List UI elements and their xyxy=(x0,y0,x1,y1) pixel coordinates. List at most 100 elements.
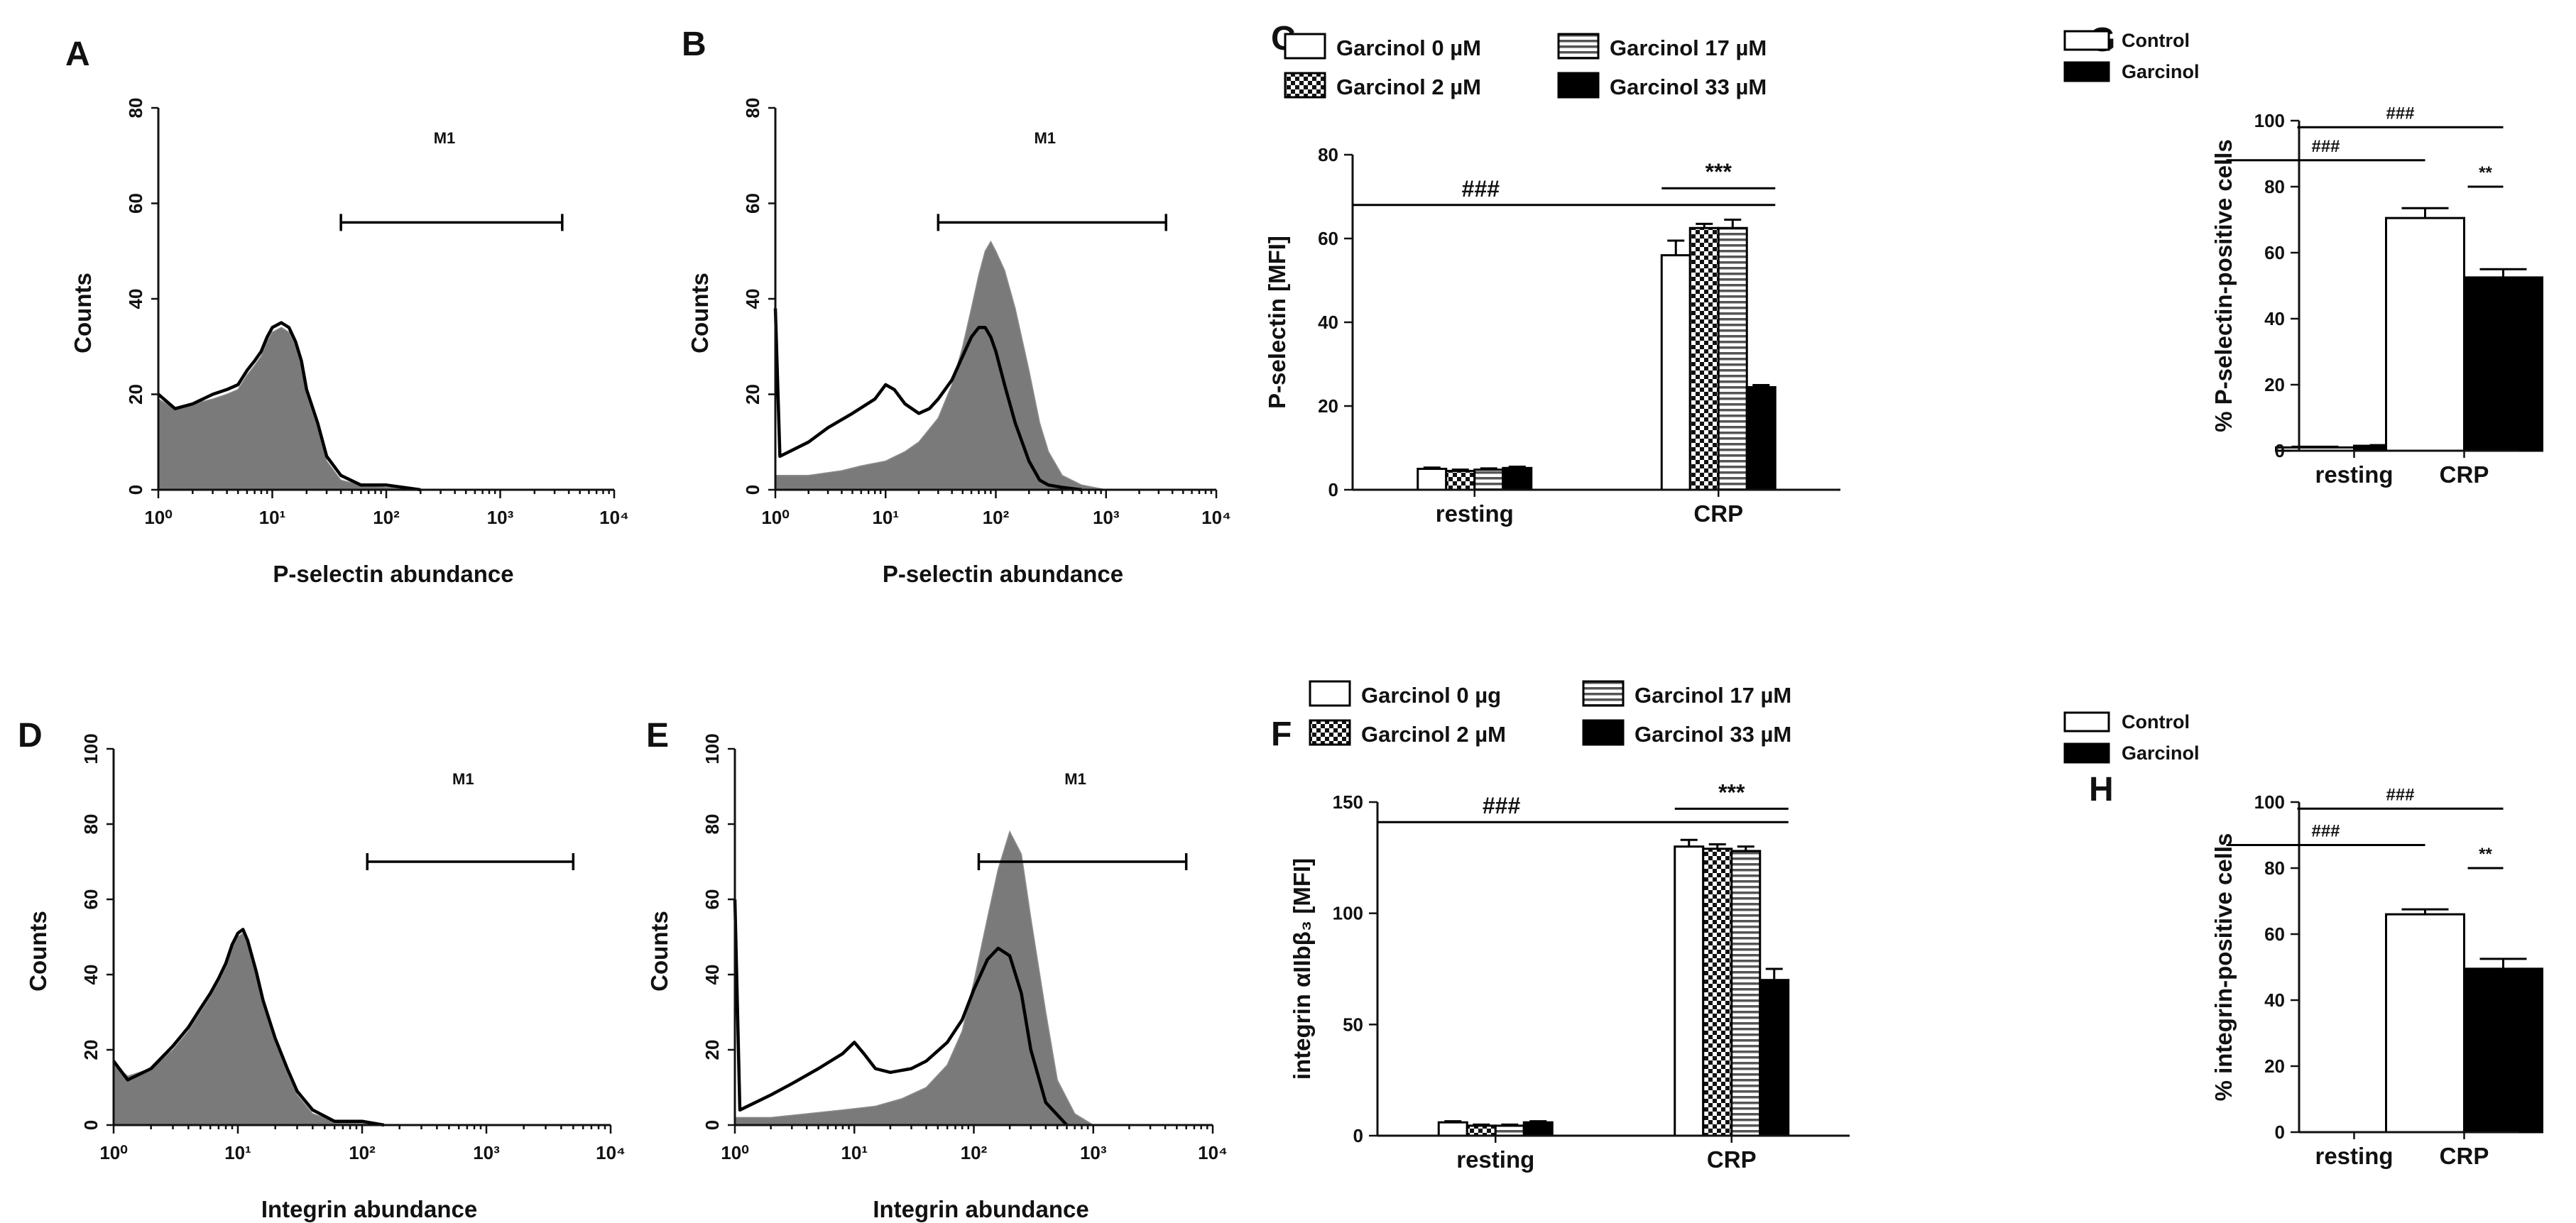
x-tick-label: 10³ xyxy=(487,507,514,528)
y-tick-label: 20 xyxy=(702,1040,723,1060)
y-axis-label: Counts xyxy=(687,273,713,353)
panel-d: D 0 20 40 60 80 100 10⁰ 10¹ 10² 10³ 10⁴ M1 Integrin a… xyxy=(18,717,626,1222)
legend-label: Garcinol 0 µg xyxy=(1361,683,1501,708)
y-tick-label: 80 xyxy=(80,814,102,835)
legend-swatch xyxy=(1309,719,1351,746)
histogram-outline-line xyxy=(773,308,1082,492)
legend-label: Garcinol xyxy=(2122,742,2200,764)
x-tick-label: 10⁴ xyxy=(1201,507,1231,528)
bar-crp-0 xyxy=(1674,845,1705,1137)
x-tick-label: 10⁴ xyxy=(1198,1142,1228,1163)
bar-crp-3 xyxy=(1759,979,1790,1137)
y-tick-label: 0 xyxy=(1328,479,1338,500)
legend-label: Garcinol 17 µM xyxy=(1610,35,1767,60)
y-tick-label: 100 xyxy=(702,733,723,764)
x-tick-label: 10⁴ xyxy=(596,1142,626,1163)
y-tick-label: 60 xyxy=(702,889,723,910)
significance-label: ### xyxy=(2386,785,2414,804)
panel-b: B 0 20 40 60 80 10⁰ 10¹ 10² 10³ 10⁴ M1 P-selectin ab… xyxy=(682,26,1231,587)
y-axis-label: Counts xyxy=(25,911,51,992)
category-label: CRP xyxy=(2440,461,2489,488)
y-tick-label: 40 xyxy=(125,289,146,309)
legend: Garcinol 0 µg Garcinol 2 µM Garcinol 17 µM… xyxy=(1309,680,1791,747)
significance-label: ### xyxy=(1462,176,1500,202)
y-tick-label: 40 xyxy=(1318,312,1338,333)
x-axis-label: P-selectin abundance xyxy=(883,561,1123,587)
y-tick-label: 50 xyxy=(1343,1014,1363,1035)
panel-a: A 0 20 40 60 80 10⁰ 10¹ 10² 10³ 10⁴ M1 P-selectin ab… xyxy=(65,35,629,587)
legend-swatch xyxy=(1557,33,1600,60)
significance-markers: ### ### ** xyxy=(2226,104,2504,188)
x-tick-label: 10⁰ xyxy=(99,1142,127,1163)
histogram-outline-line xyxy=(112,928,385,1127)
gate-m1-label: M1 xyxy=(1034,129,1056,147)
y-tick-label: 80 xyxy=(2264,176,2285,197)
x-tick-label: 10⁴ xyxy=(599,507,629,528)
panel-letter: A xyxy=(65,35,90,73)
histogram-filled-area xyxy=(113,932,384,1126)
legend-label: Control xyxy=(2122,30,2190,51)
legend-label: Garcinol 33 µM xyxy=(1634,722,1791,747)
legend-swatch xyxy=(2063,742,2110,764)
panel-letter: D xyxy=(18,717,43,755)
gate-m1-label: M1 xyxy=(434,129,456,147)
panel-letter: E xyxy=(646,717,669,755)
y-tick-label: 40 xyxy=(80,965,102,985)
y-tick-label: 40 xyxy=(702,965,723,985)
legend-label: Garcinol 33 µM xyxy=(1610,75,1767,99)
category-label: resting xyxy=(2315,1143,2393,1169)
y-tick-label: 60 xyxy=(80,889,102,910)
significance-label: *** xyxy=(1705,159,1732,185)
bar-crp-0 xyxy=(1660,254,1691,491)
y-tick-label: 80 xyxy=(125,98,146,119)
x-tick-label: 10² xyxy=(373,507,400,528)
y-tick-label: 20 xyxy=(2264,374,2285,395)
significance-label: ** xyxy=(2479,845,2492,864)
significance-label: ** xyxy=(2479,163,2492,182)
y-tick-label: 60 xyxy=(125,193,146,214)
y-tick-label: 80 xyxy=(1318,144,1338,165)
panel-letter: B xyxy=(682,26,706,63)
significance-label: ### xyxy=(2311,137,2340,156)
y-axis-label: % integrin-positive cells xyxy=(2210,833,2237,1102)
y-tick-label: 20 xyxy=(2264,1055,2285,1077)
significance-markers: ### *** xyxy=(1377,779,1789,823)
panel-letter: F xyxy=(1271,715,1292,753)
y-tick-label: 0 xyxy=(2275,440,2285,461)
x-tick-label: 10² xyxy=(983,507,1010,528)
y-tick-label: 0 xyxy=(125,485,146,495)
y-axis-label: Counts xyxy=(646,911,672,992)
y-tick-label: 0 xyxy=(2275,1121,2285,1143)
x-tick-label: 10³ xyxy=(1093,507,1120,528)
legend-swatch xyxy=(1284,72,1326,99)
x-axis-label: P-selectin abundance xyxy=(273,561,513,587)
bar-crp-0 xyxy=(2385,913,2465,1134)
histogram-outline-line xyxy=(733,899,1069,1126)
legend-label: Garcinol 17 µM xyxy=(1634,683,1791,708)
y-axis-label: P-selectin [MFI] xyxy=(1264,236,1290,409)
histogram-filled-area xyxy=(734,830,1096,1126)
x-tick-label: 10⁰ xyxy=(144,507,172,528)
legend-swatch xyxy=(2063,30,2110,51)
y-tick-label: 0 xyxy=(702,1120,723,1130)
y-tick-label: 60 xyxy=(1318,228,1338,249)
panel-letter: H xyxy=(2089,771,2114,808)
x-tick-label: 10¹ xyxy=(872,507,899,528)
significance-label: ### xyxy=(2386,104,2414,123)
panel-e: E 0 20 40 60 80 100 10⁰ 10¹ 10² 10³ 10⁴ M1 Integrin a… xyxy=(646,717,1228,1222)
x-axis-label: Integrin abundance xyxy=(261,1196,477,1222)
histogram-filled-area xyxy=(158,327,421,490)
bar-crp-3 xyxy=(1745,385,1777,491)
legend-swatch xyxy=(1582,719,1625,746)
bar-crp-1 xyxy=(2463,276,2543,452)
x-tick-label: 10³ xyxy=(1080,1142,1107,1163)
category-label: CRP xyxy=(1707,1146,1757,1173)
significance-label: *** xyxy=(1718,779,1745,805)
legend-label: Control xyxy=(2122,711,2190,733)
x-axis-label: Integrin abundance xyxy=(873,1196,1088,1222)
histogram-filled-area xyxy=(775,240,1106,490)
y-axis-label: Counts xyxy=(70,273,96,353)
x-tick-label: 10¹ xyxy=(224,1142,251,1163)
